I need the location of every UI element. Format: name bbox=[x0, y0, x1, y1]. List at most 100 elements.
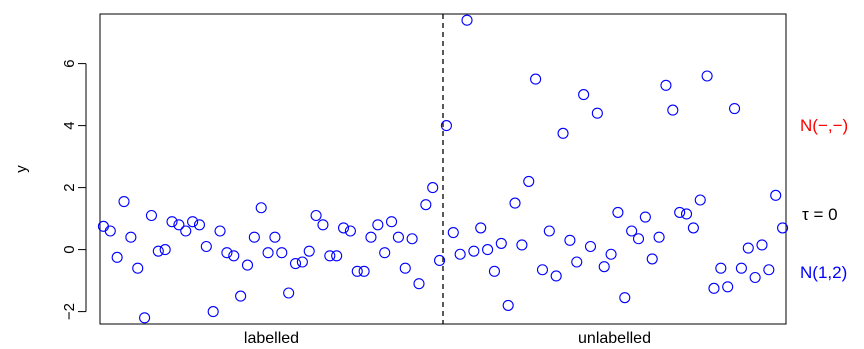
data-point bbox=[200, 240, 212, 253]
data-point bbox=[331, 250, 343, 262]
data-point bbox=[728, 103, 741, 115]
data-point bbox=[777, 222, 789, 234]
data-point bbox=[379, 247, 391, 259]
data-point bbox=[248, 231, 260, 243]
data-point bbox=[619, 292, 631, 304]
data-point bbox=[132, 262, 144, 274]
data-point bbox=[310, 209, 322, 222]
data-point bbox=[701, 70, 713, 82]
data-point bbox=[406, 233, 418, 245]
data-point bbox=[255, 202, 267, 214]
data-point bbox=[488, 265, 501, 277]
data-point bbox=[434, 254, 446, 267]
data-point bbox=[646, 253, 658, 265]
data-point bbox=[440, 120, 452, 132]
data-point bbox=[715, 262, 727, 274]
data-point bbox=[139, 312, 151, 324]
data-point bbox=[550, 270, 562, 282]
y-tick-label: 6 bbox=[61, 59, 78, 67]
data-point bbox=[392, 231, 404, 243]
data-point bbox=[475, 222, 487, 234]
data-point bbox=[152, 245, 164, 257]
data-point bbox=[591, 107, 603, 119]
data-point bbox=[495, 237, 507, 249]
data-point bbox=[578, 89, 590, 101]
data-point bbox=[187, 216, 199, 228]
data-point bbox=[454, 248, 466, 260]
data-point bbox=[584, 240, 597, 253]
data-point bbox=[502, 299, 514, 311]
data-point bbox=[564, 234, 576, 246]
data-point bbox=[221, 247, 233, 259]
data-point bbox=[523, 175, 535, 187]
data-point bbox=[324, 250, 336, 262]
data-point bbox=[708, 282, 720, 294]
data-point bbox=[530, 73, 542, 85]
data-point bbox=[111, 251, 123, 263]
data-point bbox=[413, 278, 425, 290]
data-point bbox=[303, 245, 315, 257]
data-point bbox=[317, 219, 329, 231]
data-point bbox=[749, 271, 761, 284]
data-point bbox=[653, 231, 665, 243]
data-point bbox=[372, 219, 384, 231]
data-point bbox=[283, 287, 295, 299]
data-point bbox=[735, 262, 747, 274]
data-point bbox=[420, 199, 432, 211]
data-point bbox=[365, 231, 377, 243]
side-label-distribution-n12: N(1,2) bbox=[800, 263, 847, 282]
data-point bbox=[770, 189, 782, 201]
data-point bbox=[173, 219, 185, 231]
data-point bbox=[516, 239, 528, 251]
data-point bbox=[214, 225, 226, 237]
data-point bbox=[228, 250, 240, 262]
data-point bbox=[447, 227, 459, 239]
data-point bbox=[598, 261, 610, 273]
data-point bbox=[358, 265, 370, 277]
data-point bbox=[742, 242, 754, 254]
side-label-tau: τ = 0 bbox=[802, 205, 838, 224]
data-point bbox=[482, 244, 494, 256]
data-point bbox=[235, 290, 247, 302]
data-point bbox=[159, 244, 171, 256]
data-point bbox=[571, 256, 583, 268]
data-point bbox=[104, 225, 116, 237]
data-point bbox=[296, 256, 308, 268]
data-point bbox=[626, 225, 638, 237]
data-point bbox=[763, 264, 775, 276]
data-point bbox=[468, 245, 480, 257]
data-point bbox=[262, 247, 274, 259]
data-point bbox=[125, 231, 137, 243]
y-tick-label: −2 bbox=[61, 303, 78, 320]
data-point bbox=[756, 239, 768, 251]
data-point bbox=[557, 127, 569, 139]
data-point bbox=[427, 182, 439, 194]
data-point bbox=[289, 257, 302, 270]
data-point bbox=[605, 248, 617, 260]
data-point bbox=[207, 306, 219, 318]
data-point bbox=[166, 216, 178, 228]
data-point bbox=[674, 206, 686, 218]
data-point bbox=[694, 194, 706, 206]
data-point bbox=[193, 219, 206, 231]
data-point bbox=[680, 208, 693, 220]
group-label-labelled: labelled bbox=[244, 330, 299, 347]
data-point bbox=[687, 222, 699, 234]
data-point bbox=[276, 247, 288, 259]
data-point bbox=[351, 265, 363, 277]
side-label-distribution-unknown: N(−,−) bbox=[800, 116, 848, 135]
data-point bbox=[639, 211, 651, 223]
y-tick-label: 4 bbox=[61, 121, 78, 129]
data-point bbox=[344, 225, 356, 237]
data-point bbox=[180, 225, 192, 237]
data-point bbox=[241, 259, 254, 271]
data-point bbox=[337, 222, 350, 234]
data-point bbox=[536, 264, 549, 276]
data-point bbox=[612, 206, 624, 218]
y-axis-label: y bbox=[13, 165, 30, 173]
data-points bbox=[97, 14, 789, 324]
data-point bbox=[399, 262, 411, 274]
data-point bbox=[543, 225, 555, 237]
data-point bbox=[660, 79, 672, 91]
